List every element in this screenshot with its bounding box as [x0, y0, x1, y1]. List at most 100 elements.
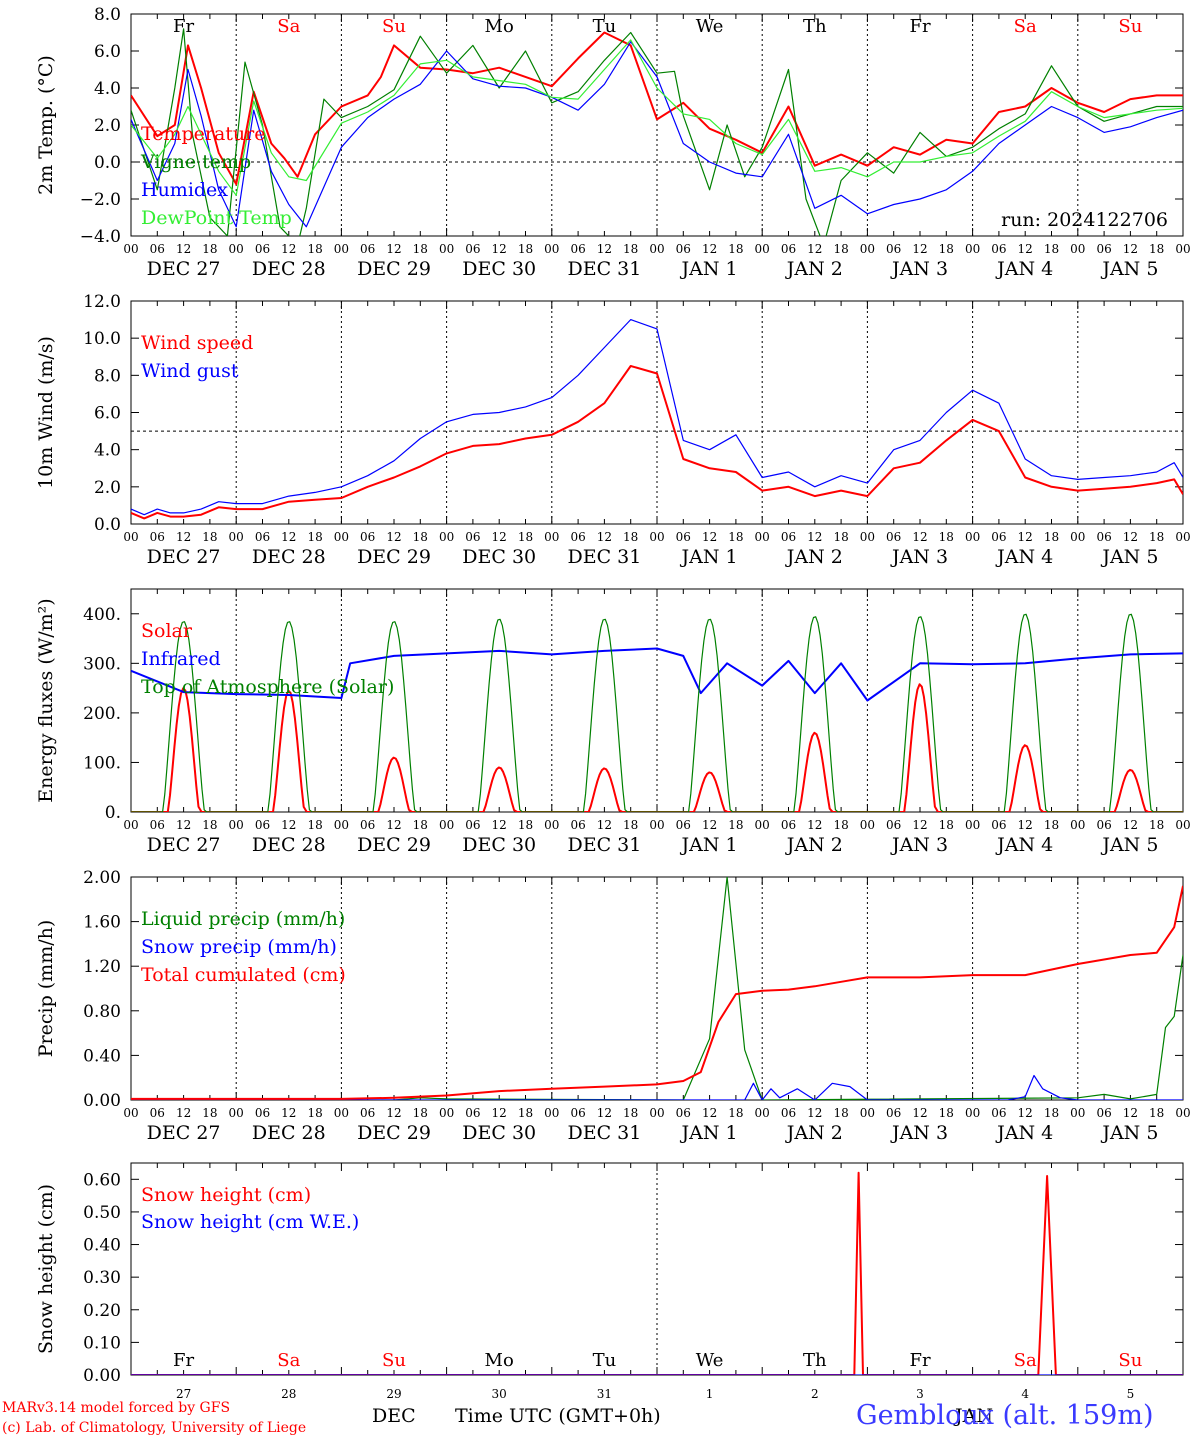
y-tick-label: 10.0: [83, 329, 121, 349]
weekday-label: Sa: [1014, 16, 1037, 37]
series-group: [131, 319, 1183, 520]
y-tick-label: 4.0: [94, 79, 121, 99]
hour-tick-label: 12: [281, 1106, 296, 1120]
weekday-label: We: [696, 16, 724, 37]
date-label: DEC 27: [147, 258, 221, 280]
date-label: DEC 28: [252, 834, 326, 856]
hour-tick-label: 00: [649, 242, 664, 256]
date-label: JAN 5: [1100, 834, 1158, 856]
date-label: DEC 31: [567, 546, 641, 568]
hour-tick-label: 06: [360, 818, 375, 832]
date-label: JAN 1: [680, 834, 738, 856]
hour-tick-label: 18: [1149, 818, 1164, 832]
hour-tick-label: 12: [912, 1106, 927, 1120]
date-label: DEC 29: [357, 1122, 431, 1144]
hour-tick-label: 06: [991, 818, 1006, 832]
hour-tick-label: 18: [939, 530, 954, 544]
hour-tick-label: 00: [965, 242, 980, 256]
hour-tick-label: 00: [1175, 1106, 1190, 1120]
hour-tick-label: 06: [886, 242, 901, 256]
series-line-liquid-precip-mm-h-: [131, 877, 1183, 1100]
hour-tick-label: 18: [623, 530, 638, 544]
hour-tick-label: 06: [360, 242, 375, 256]
date-label: DEC 30: [462, 1122, 536, 1144]
hour-tick-label: 12: [386, 242, 401, 256]
y-tick-label: 0.10: [83, 1333, 121, 1353]
hour-tick-label: 06: [150, 1106, 165, 1120]
y-tick-label: 0.80: [83, 1002, 121, 1022]
hour-tick-label: 06: [255, 242, 270, 256]
date-label: JAN 1: [680, 546, 738, 568]
hour-tick-label: 12: [702, 530, 717, 544]
hour-tick-label: 00: [334, 1106, 349, 1120]
weekday-label: Fr: [909, 1350, 930, 1371]
hour-tick-label: 06: [991, 530, 1006, 544]
hour-tick-label: 06: [991, 1106, 1006, 1120]
date-label: JAN 2: [785, 1122, 843, 1144]
hour-tick-label: 18: [728, 530, 743, 544]
legend-entry: Humidex: [141, 179, 228, 201]
hour-tick-label: 12: [912, 530, 927, 544]
series-line-total-cumulated-cm-: [131, 885, 1183, 1100]
lab-credit: (c) Lab. of Climatology, University of L…: [2, 1420, 307, 1436]
hour-tick-label: 12: [1123, 242, 1138, 256]
y-tick-label: 0.60: [83, 1170, 121, 1190]
series-line-infrared: [131, 647, 1183, 702]
series-line-temperature: [131, 31, 1183, 186]
hour-tick-label: 18: [939, 1106, 954, 1120]
hour-tick-label: 12: [807, 530, 822, 544]
hour-tick-label: 06: [465, 818, 480, 832]
series-line-snow-precip-mm-h-: [131, 1074, 1183, 1100]
hour-tick-label: 18: [307, 818, 322, 832]
date-label: JAN 3: [890, 834, 948, 856]
date-label: DEC 28: [252, 1122, 326, 1144]
y-tick-label: 0.30: [83, 1268, 121, 1288]
hour-tick-label: 12: [597, 530, 612, 544]
legend-entry: Solar: [141, 620, 193, 642]
y-tick-label: 6.0: [94, 404, 121, 424]
day-number-label: 28: [281, 1387, 296, 1401]
y-tick-label: 2.0: [94, 116, 121, 136]
hour-tick-label: 06: [360, 1106, 375, 1120]
hour-tick-label: 18: [623, 818, 638, 832]
hour-tick-label: 00: [755, 242, 770, 256]
hour-tick-label: 00: [755, 1106, 770, 1120]
hour-tick-label: 00: [649, 1106, 664, 1120]
hour-tick-label: 18: [833, 1106, 848, 1120]
weekday-label: Mo: [485, 16, 514, 37]
hour-tick-label: 06: [676, 242, 691, 256]
hour-tick-label: 00: [123, 242, 138, 256]
y-tick-label: 2.00: [83, 868, 121, 888]
hour-tick-label: 12: [702, 1106, 717, 1120]
hour-tick-label: 18: [1044, 242, 1059, 256]
hour-tick-label: 18: [307, 242, 322, 256]
date-label: DEC 31: [567, 834, 641, 856]
hour-tick-label: 00: [544, 530, 559, 544]
date-label: JAN 2: [785, 258, 843, 280]
hour-tick-label: 12: [807, 1106, 822, 1120]
hour-tick-label: 06: [1096, 1106, 1111, 1120]
hour-tick-label: 12: [1123, 530, 1138, 544]
hour-tick-label: 12: [176, 818, 191, 832]
hour-tick-label: 18: [728, 818, 743, 832]
day-number-label: 27: [176, 1387, 191, 1401]
hour-tick-label: 06: [255, 530, 270, 544]
y-tick-label: 1.20: [83, 957, 121, 977]
date-label: DEC 28: [252, 258, 326, 280]
hour-tick-label: 12: [702, 242, 717, 256]
hour-tick-label: 00: [334, 530, 349, 544]
hour-tick-label: 06: [150, 530, 165, 544]
date-label: JAN 5: [1100, 546, 1158, 568]
weekday-label: Fr: [173, 1350, 194, 1371]
model-credit: MARv3.14 model forced by GFS: [2, 1400, 231, 1416]
hour-tick-label: 00: [544, 242, 559, 256]
y-tick-label: 300.: [83, 654, 121, 674]
y-tick-label: 0.00: [83, 1366, 121, 1386]
day-number-label: 4: [1021, 1387, 1029, 1401]
date-label: DEC 27: [147, 546, 221, 568]
hour-tick-label: 00: [860, 530, 875, 544]
y-axis-label: 10m Wind (m/s): [35, 336, 57, 489]
hour-tick-label: 18: [939, 242, 954, 256]
hour-tick-label: 00: [1070, 818, 1085, 832]
day-number-label: 29: [386, 1387, 401, 1401]
